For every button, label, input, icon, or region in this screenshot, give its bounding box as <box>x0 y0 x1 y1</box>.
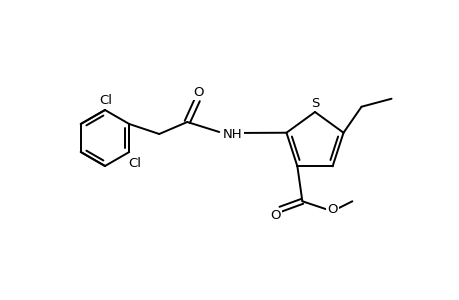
Text: S: S <box>310 97 319 110</box>
Text: Cl: Cl <box>129 157 141 169</box>
Text: Cl: Cl <box>99 94 112 106</box>
Text: O: O <box>269 209 280 222</box>
Text: O: O <box>326 203 337 216</box>
Text: NH: NH <box>223 128 242 140</box>
Text: O: O <box>193 85 203 98</box>
